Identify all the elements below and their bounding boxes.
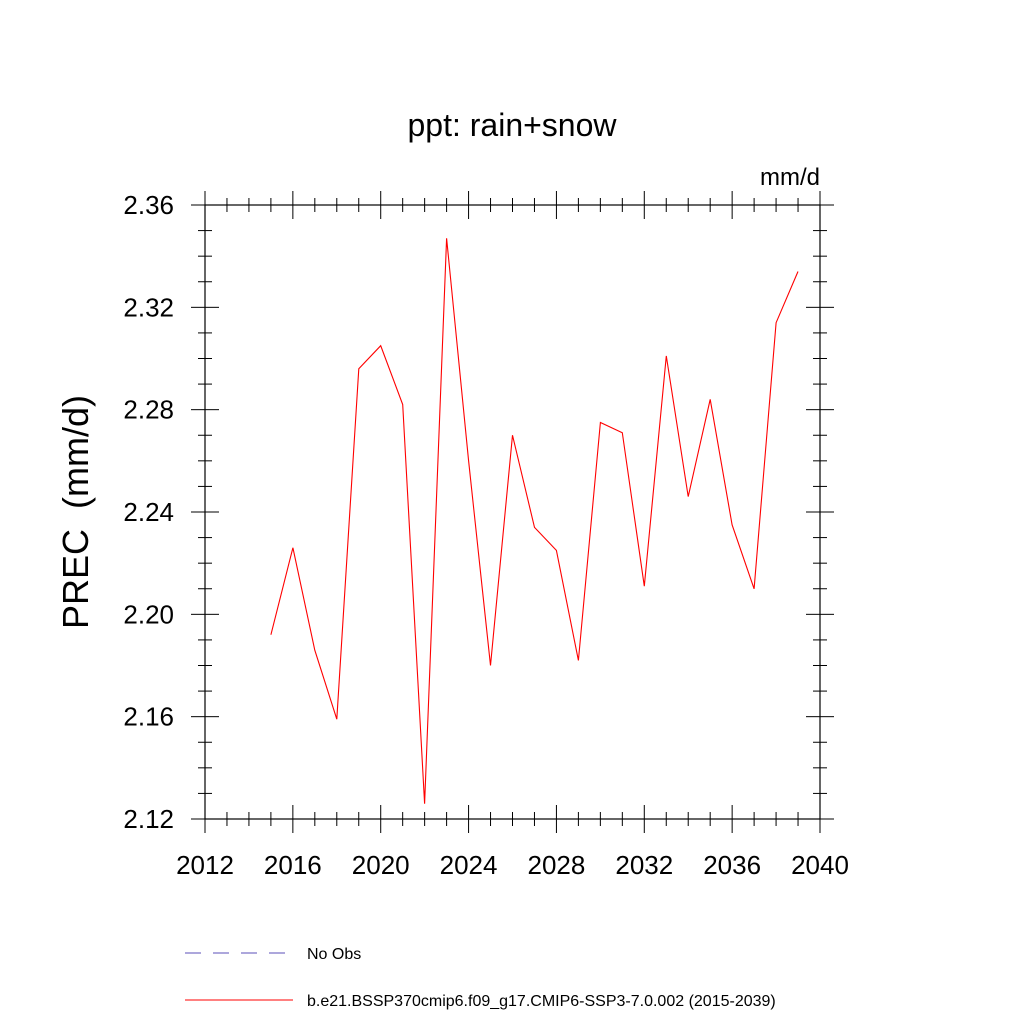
chart-title: ppt: rain+snow (407, 107, 617, 143)
legend-label: b.e21.BSSP370cmip6.f09_g17.CMIP6-SSP3-7.… (307, 993, 776, 1010)
y-tick-label: 2.24 (123, 497, 174, 527)
y-tick-label: 2.20 (123, 599, 174, 629)
plot-frame (204, 204, 821, 820)
x-tick-label: 2036 (703, 850, 761, 880)
series-layer (270, 238, 799, 804)
y-tick-label: 2.16 (123, 702, 174, 732)
y-tick-label: 2.36 (123, 190, 174, 220)
legend: No Obs b.e21.BSSP370cmip6.f09_g17.CMIP6-S… (185, 946, 776, 1010)
y-tick-label: 2.28 (123, 395, 174, 425)
series-line (270, 238, 799, 804)
units-label: mm/d (760, 164, 820, 191)
y-tick-label: 2.12 (123, 804, 174, 834)
x-tick-label: 2040 (791, 850, 849, 880)
axis-ticks (191, 191, 834, 833)
x-tick-label: 2020 (352, 850, 410, 880)
x-tick-label: 2028 (528, 850, 586, 880)
y-axis-label: PREC (mm/d) (55, 395, 96, 629)
x-tick-label: 2032 (615, 850, 673, 880)
legend-label: No Obs (307, 946, 361, 963)
y-tick-label: 2.32 (123, 292, 174, 322)
axis-tick-labels: 2012 2016 2020 2024 2028 2032 2036 2040 2.12 2.16… (123, 190, 849, 880)
x-tick-label: 2024 (440, 850, 498, 880)
x-tick-label: 2016 (264, 850, 322, 880)
x-tick-label: 2012 (176, 850, 234, 880)
